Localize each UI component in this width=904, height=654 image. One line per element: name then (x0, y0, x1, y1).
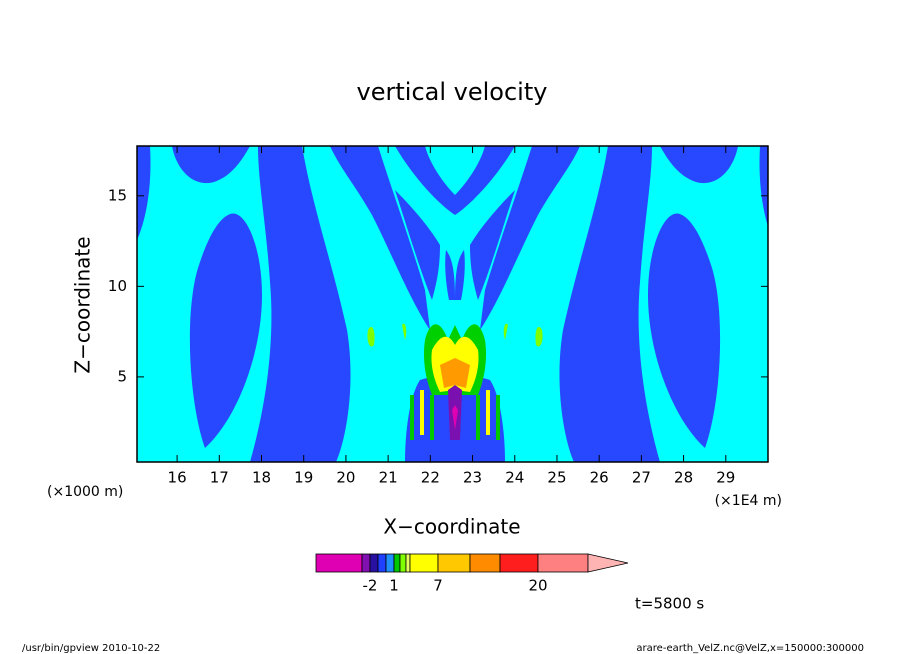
colorbar-segment (377, 553, 387, 573)
chart-title: vertical velocity (357, 78, 548, 106)
x-tick-label: 28 (674, 469, 693, 487)
x-tick-label: 24 (505, 469, 524, 487)
x-tick-label: 25 (547, 469, 566, 487)
x-tick-label: 20 (336, 469, 355, 487)
y-tick-label: 15 (108, 186, 127, 204)
x-tick-label: 16 (168, 469, 187, 487)
x-tick-label: 27 (632, 469, 651, 487)
colorbar-segment (409, 553, 439, 573)
x-tick-label: 19 (294, 469, 313, 487)
colorbar-segment (437, 553, 471, 573)
footer-right: arare-earth_VelZ.nc@VelZ,x=150000:300000 (636, 643, 864, 654)
colorbar-segment (393, 553, 401, 573)
x-tick-label: 23 (463, 469, 482, 487)
contour-field (137, 146, 768, 462)
colorbar-segment (385, 553, 395, 573)
colorbar-segment (537, 553, 589, 573)
y-tick-label: 10 (108, 277, 127, 295)
x-tick-label: 22 (421, 469, 440, 487)
colorbar-extension (587, 553, 629, 573)
colorbar-segment (469, 553, 501, 573)
colorbar-segment (399, 553, 407, 573)
y-unit-label: (×1000 m) (47, 484, 123, 500)
colorbar-label: 1 (389, 577, 399, 595)
y-axis-label: Z−coordinate (71, 236, 95, 373)
plot-frame (136, 145, 769, 463)
colorbar-segment (361, 553, 371, 573)
annotation: t=5800 s (635, 595, 704, 613)
colorbar-label: 7 (433, 577, 443, 595)
colorbar-label: 20 (528, 577, 547, 595)
x-tick-label: 29 (716, 469, 735, 487)
x-unit-label: (×1E4 m) (715, 493, 782, 509)
colorbar-segment (405, 553, 411, 573)
colorbar-label: -2 (363, 577, 378, 595)
footer-left: /usr/bin/gpview 2010-10-22 (22, 643, 160, 654)
x-tick-label: 26 (590, 469, 609, 487)
x-tick-label: 21 (379, 469, 398, 487)
x-tick-label: 18 (252, 469, 271, 487)
x-tick-label: 17 (210, 469, 229, 487)
x-axis-label: X−coordinate (383, 515, 520, 539)
colorbar-segment (315, 553, 363, 573)
y-tick-label: 5 (117, 367, 127, 385)
colorbar-segment (499, 553, 539, 573)
colorbar-segment (369, 553, 379, 573)
